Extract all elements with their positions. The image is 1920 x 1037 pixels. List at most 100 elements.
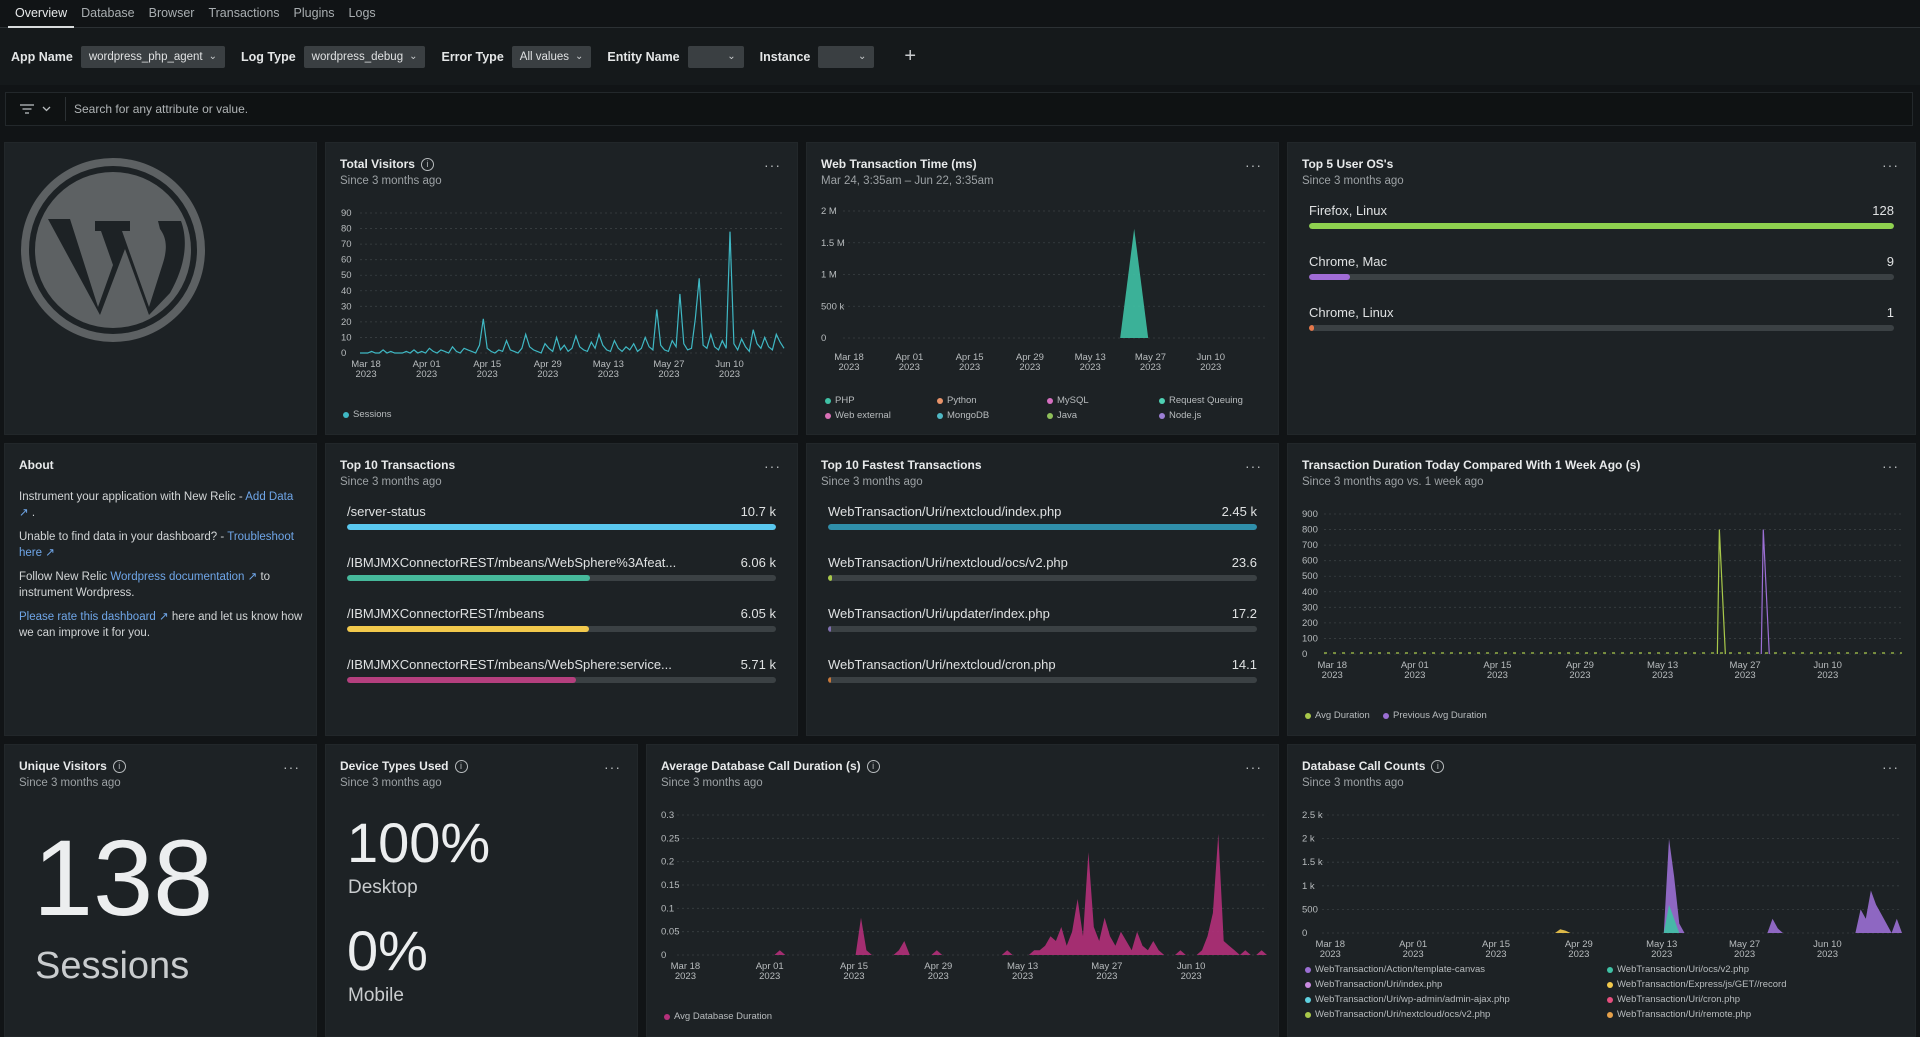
y-tick-label: 80 xyxy=(341,224,352,235)
more-options-button[interactable]: ··· xyxy=(1882,759,1899,775)
more-options-button[interactable]: ··· xyxy=(1882,458,1899,474)
y-tick-label: 0.25 xyxy=(661,833,680,844)
legend-item: Avg Duration xyxy=(1305,710,1370,721)
legend-item: WebTransaction/Uri/index.php xyxy=(1305,979,1442,990)
bar-value: 9 xyxy=(1886,254,1894,269)
app-name-select[interactable]: wordpress_php_agent ⌄ xyxy=(80,45,226,68)
x-tick-label: Jun 10 xyxy=(1813,660,1842,671)
tab-browser[interactable]: Browser xyxy=(148,6,195,20)
legend-label: WebTransaction/Uri/nextcloud/ocs/v2.php xyxy=(1315,1009,1491,1020)
bar-track xyxy=(828,677,1257,683)
add-data-link[interactable]: Add Data ↗ xyxy=(19,491,293,519)
about-text-span: here and let us know how we can improve … xyxy=(19,611,303,639)
external-link-icon: ↗ xyxy=(159,611,169,623)
legend-dot xyxy=(1305,1011,1311,1018)
unique-visitors-title: Unique Visitors xyxy=(19,759,107,773)
chevron-down-icon: ⌄ xyxy=(208,51,218,62)
y-tick-label: 0.1 xyxy=(661,903,674,914)
bar-list-row[interactable]: /IBMJMXConnectorREST/mbeans 6.05 k xyxy=(347,606,776,657)
search-input[interactable] xyxy=(66,102,966,116)
bar-value: 6.06 k xyxy=(740,555,776,570)
y-tick-label: 70 xyxy=(341,239,352,250)
bar-list-row[interactable]: Firefox, Linux 128 xyxy=(1309,203,1894,254)
link-label: Please rate this dashboard xyxy=(19,611,156,623)
bar-list-row[interactable]: /IBMJMXConnectorREST/mbeans/WebSphere:se… xyxy=(347,657,776,708)
about-title: About xyxy=(19,458,54,472)
info-icon[interactable]: i xyxy=(866,759,880,773)
legend-item: Node.js xyxy=(1159,410,1201,421)
log-type-select[interactable]: wordpress_debug ⌄ xyxy=(303,45,426,68)
bar-list-row[interactable]: /IBMJMXConnectorREST/mbeans/WebSphere%3A… xyxy=(347,555,776,606)
legend-dot xyxy=(1607,1011,1613,1018)
db-call-counts-panel: Database Call Counts i Since 3 months ago… xyxy=(1287,744,1916,1037)
tab-bar: Overview Database Browser Transactions P… xyxy=(0,0,1920,28)
bar-list-row[interactable]: WebTransaction/Uri/updater/index.php 17.2 xyxy=(828,606,1257,657)
db-calls-title: Database Call Counts xyxy=(1302,759,1426,773)
info-icon[interactable]: i xyxy=(420,157,434,171)
filter-icon xyxy=(20,104,34,114)
tab-database[interactable]: Database xyxy=(81,6,135,20)
legend-item: WebTransaction/Express/js/GET//record xyxy=(1607,979,1786,990)
plus-icon[interactable]: + xyxy=(904,45,917,67)
legend-item: Request Queuing xyxy=(1159,395,1243,406)
entity-name-select[interactable]: ⌄ xyxy=(687,45,744,68)
x-tick-label: 2023 xyxy=(843,971,864,982)
troubleshoot-link[interactable]: Troubleshoot here ↗ xyxy=(19,531,294,559)
filter-menu-button[interactable] xyxy=(6,97,66,121)
web-txn-title: Web Transaction Time (ms) xyxy=(821,157,977,171)
more-options-button[interactable]: ··· xyxy=(1245,157,1262,173)
tab-logs[interactable]: Logs xyxy=(348,6,376,20)
bar-label: WebTransaction/Uri/nextcloud/ocs/v2.php xyxy=(828,555,1068,570)
x-tick-label: May 13 xyxy=(1647,660,1678,671)
info-icon[interactable]: i xyxy=(112,759,126,773)
info-icon[interactable]: i xyxy=(1431,759,1445,773)
tab-transactions[interactable]: Transactions xyxy=(208,6,280,20)
bar-list-row[interactable]: /server-status 10.7 k xyxy=(347,504,776,555)
more-options-button[interactable]: ··· xyxy=(764,458,781,474)
fastest-txns-title: Top 10 Fastest Transactions xyxy=(821,458,982,472)
instance-select[interactable]: ⌄ xyxy=(818,45,875,68)
bar-list-row[interactable]: WebTransaction/Uri/nextcloud/index.php 2.… xyxy=(828,504,1257,555)
tab-plugins[interactable]: Plugins xyxy=(293,6,335,20)
more-options-button[interactable]: ··· xyxy=(604,759,621,775)
more-options-button[interactable]: ··· xyxy=(764,157,781,173)
y-tick-label: 1.5 M xyxy=(821,238,845,249)
x-tick-label: May 27 xyxy=(1730,660,1761,671)
express-record-area xyxy=(1322,929,1902,933)
panel-subtitle: Since 3 months ago xyxy=(1302,777,1404,789)
more-options-button[interactable]: ··· xyxy=(1245,458,1262,474)
x-tick-label: 2023 xyxy=(598,369,619,380)
legend-label: Request Queuing xyxy=(1169,395,1243,406)
bar-list-row[interactable]: Chrome, Mac 9 xyxy=(1309,254,1894,305)
legend-item: WebTransaction/Uri/cron.php xyxy=(1607,994,1740,1005)
more-options-button[interactable]: ··· xyxy=(1882,157,1899,173)
legend-label: Avg Database Duration xyxy=(674,1011,773,1022)
external-link-icon: ↗ xyxy=(247,571,258,583)
error-type-select[interactable]: All values ⌄ xyxy=(511,45,592,68)
panel-subtitle: Mar 24, 3:35am – Jun 22, 3:35am xyxy=(821,175,994,187)
filter-label-instance: Instance xyxy=(759,49,811,64)
legend-dot xyxy=(343,411,349,418)
link-label: Troubleshoot here xyxy=(19,531,294,559)
y-tick-label: 900 xyxy=(1302,509,1318,520)
wordpress-docs-link[interactable]: Wordpress documentation ↗ xyxy=(110,571,257,583)
info-icon[interactable]: i xyxy=(454,759,468,773)
more-options-button[interactable]: ··· xyxy=(1245,759,1262,775)
bar-value: 5.71 k xyxy=(740,657,776,672)
y-tick-label: 0.15 xyxy=(661,880,680,891)
legend-dot xyxy=(1607,981,1613,988)
rate-dashboard-link[interactable]: Please rate this dashboard ↗ xyxy=(19,611,169,623)
legend-item: WebTransaction/Uri/wp-admin/admin-ajax.p… xyxy=(1305,994,1510,1005)
bar-list-row[interactable]: Chrome, Linux 1 xyxy=(1309,305,1894,356)
external-link-icon: ↗ xyxy=(45,546,55,559)
bar-fill xyxy=(828,575,833,581)
more-options-button[interactable]: ··· xyxy=(283,759,300,775)
bar-fill xyxy=(828,677,832,683)
bar-list-row[interactable]: WebTransaction/Uri/nextcloud/ocs/v2.php 2… xyxy=(828,555,1257,606)
bar-list-row[interactable]: WebTransaction/Uri/nextcloud/cron.php 14.… xyxy=(828,657,1257,708)
top-os-panel: Top 5 User OS's Since 3 months ago ··· F… xyxy=(1287,142,1916,435)
legend-label: WebTransaction/Uri/cron.php xyxy=(1617,994,1741,1005)
tab-overview[interactable]: Overview xyxy=(8,0,75,28)
x-tick-label: May 13 xyxy=(1007,961,1038,972)
